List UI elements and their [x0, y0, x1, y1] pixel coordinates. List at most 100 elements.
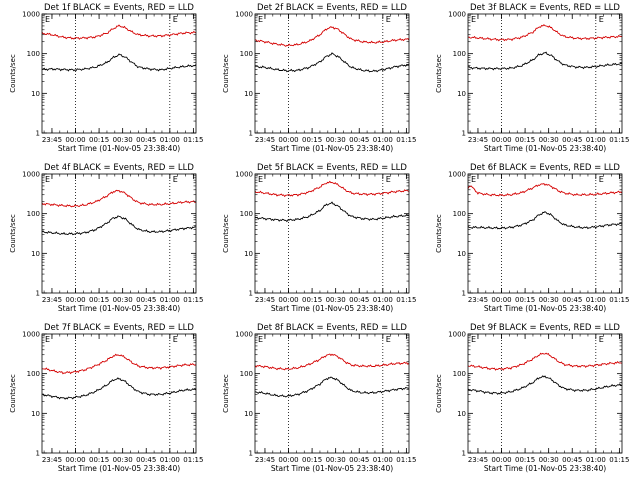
x-tick-label: 00:15: [515, 456, 535, 464]
x-tick-label: 23:45: [468, 296, 488, 304]
x-tick-label: 00:00: [65, 456, 85, 464]
x-tick-label: 00:00: [491, 456, 511, 464]
plot-frame: [41, 173, 197, 294]
x-tick-label: 00:00: [65, 296, 85, 304]
y-axis-label: Counts/sec: [9, 374, 17, 413]
y-tick-label: 100: [453, 50, 466, 58]
x-tick-label: 00:00: [491, 296, 511, 304]
flag-label: E: [599, 175, 604, 184]
x-axis-label: Start Time (01-Nov-05 23:38:40): [484, 304, 606, 313]
x-tick-label: 00:15: [515, 296, 535, 304]
y-tick-label: 100: [453, 210, 466, 218]
series-line-events: [254, 201, 410, 223]
x-tick-label: 00:30: [539, 456, 559, 464]
x-tick-label: 00:30: [539, 296, 559, 304]
x-tick-label: 00:45: [562, 136, 582, 144]
x-tick-label: 00:45: [349, 136, 369, 144]
chart-panel-8: Det 8f BLACK = Events, RED = LLD E E 1 10 100…: [222, 323, 416, 473]
x-tick-label: 23:45: [468, 136, 488, 144]
x-tick-label: 00:30: [113, 296, 133, 304]
x-tick-label: 01:00: [373, 136, 393, 144]
x-tick-label: 00:15: [89, 136, 109, 144]
flag-label: E: [386, 335, 391, 344]
flag-label: E: [45, 175, 50, 184]
y-tick-label: 1: [462, 130, 466, 138]
y-tick-label: 10: [31, 250, 40, 258]
x-tick-label: 00:45: [136, 136, 156, 144]
x-tick-label: 00:15: [302, 136, 322, 144]
x-axis-label: Start Time (01-Nov-05 23:38:40): [484, 144, 606, 153]
x-tick-label: 01:15: [183, 456, 203, 464]
chart-panel-5: Det 5f BLACK = Events, RED = LLD E E 1 10 100…: [222, 163, 416, 313]
flag-label: E: [386, 175, 391, 184]
series-line-lld: [255, 26, 410, 47]
flag-label: E: [258, 15, 263, 24]
y-axis-label: Counts/sec: [9, 54, 17, 93]
x-tick-label: 01:15: [396, 296, 416, 304]
chart-title: Det 4f BLACK = Events, RED = LLD: [44, 163, 194, 173]
y-axis-label: Counts/sec: [222, 374, 230, 413]
x-tick-label: 00:45: [562, 296, 582, 304]
series-line-events: [467, 211, 623, 230]
x-axis-label: Start Time (01-Nov-05 23:38:40): [271, 304, 393, 313]
plot-frame: [467, 13, 623, 134]
y-tick-label: 1000: [22, 331, 40, 339]
flag-label: E: [471, 175, 476, 184]
plot-frame: [254, 173, 410, 294]
y-axis-label: Counts/sec: [435, 214, 443, 253]
flag-label: E: [173, 15, 178, 24]
chart-panel-9: Det 9f BLACK = Events, RED = LLD E E 1 10 100…: [435, 323, 629, 473]
y-tick-label: 1000: [448, 331, 466, 339]
flag-label: E: [599, 335, 604, 344]
plot-frame: [254, 13, 410, 134]
x-tick-label: 01:00: [160, 136, 180, 144]
x-tick-label: 00:00: [278, 456, 298, 464]
flag-label: E: [599, 15, 604, 24]
x-tick-label: 00:45: [136, 456, 156, 464]
chart-panel-3: Det 3f BLACK = Events, RED = LLD E E 1 10 100…: [435, 3, 629, 153]
y-axis-label: Counts/sec: [435, 374, 443, 413]
chart-title: Det 9f BLACK = Events, RED = LLD: [470, 323, 620, 333]
x-axis-label: Start Time (01-Nov-05 23:38:40): [271, 464, 393, 473]
series-line-events: [254, 376, 409, 398]
chart-panel-7: Det 7f BLACK = Events, RED = LLD E E 1 10 100…: [9, 323, 203, 473]
plot-frame: [41, 13, 197, 134]
x-tick-label: 00:30: [326, 456, 346, 464]
y-axis-label: Counts/sec: [435, 54, 443, 93]
x-tick-label: 01:15: [609, 136, 629, 144]
series-line-lld: [41, 189, 197, 208]
y-tick-label: 1000: [448, 11, 466, 19]
x-tick-label: 23:45: [255, 456, 275, 464]
flag-label: E: [45, 15, 50, 24]
x-tick-label: 23:45: [42, 296, 62, 304]
series-line-events: [41, 215, 197, 236]
y-tick-label: 1000: [235, 171, 253, 179]
x-tick-label: 00:15: [515, 136, 535, 144]
y-axis-label: Counts/sec: [222, 54, 230, 93]
x-axis-label: Start Time (01-Nov-05 23:38:40): [58, 144, 180, 153]
y-tick-label: 10: [457, 250, 466, 258]
x-tick-label: 01:15: [396, 136, 416, 144]
y-tick-label: 10: [31, 410, 40, 418]
x-tick-label: 23:45: [42, 456, 62, 464]
series-line-events: [41, 53, 197, 72]
chart-title: Det 3f BLACK = Events, RED = LLD: [470, 3, 620, 13]
plot-frame: [41, 333, 197, 454]
x-tick-label: 23:45: [42, 136, 62, 144]
x-tick-label: 00:45: [562, 456, 582, 464]
series-line-lld: [467, 352, 623, 371]
series-line-lld: [467, 183, 623, 197]
x-tick-label: 01:00: [586, 456, 606, 464]
x-tick-label: 00:00: [278, 136, 298, 144]
y-tick-label: 100: [240, 210, 253, 218]
x-axis-label: Start Time (01-Nov-05 23:38:40): [58, 304, 180, 313]
flag-label: E: [471, 15, 476, 24]
y-tick-label: 1: [249, 450, 253, 458]
x-tick-label: 00:30: [113, 456, 133, 464]
x-tick-label: 00:30: [326, 296, 346, 304]
x-tick-label: 00:45: [349, 456, 369, 464]
chart-title: Det 7f BLACK = Events, RED = LLD: [44, 323, 194, 333]
x-tick-label: 01:00: [160, 296, 180, 304]
x-tick-label: 01:00: [586, 136, 606, 144]
